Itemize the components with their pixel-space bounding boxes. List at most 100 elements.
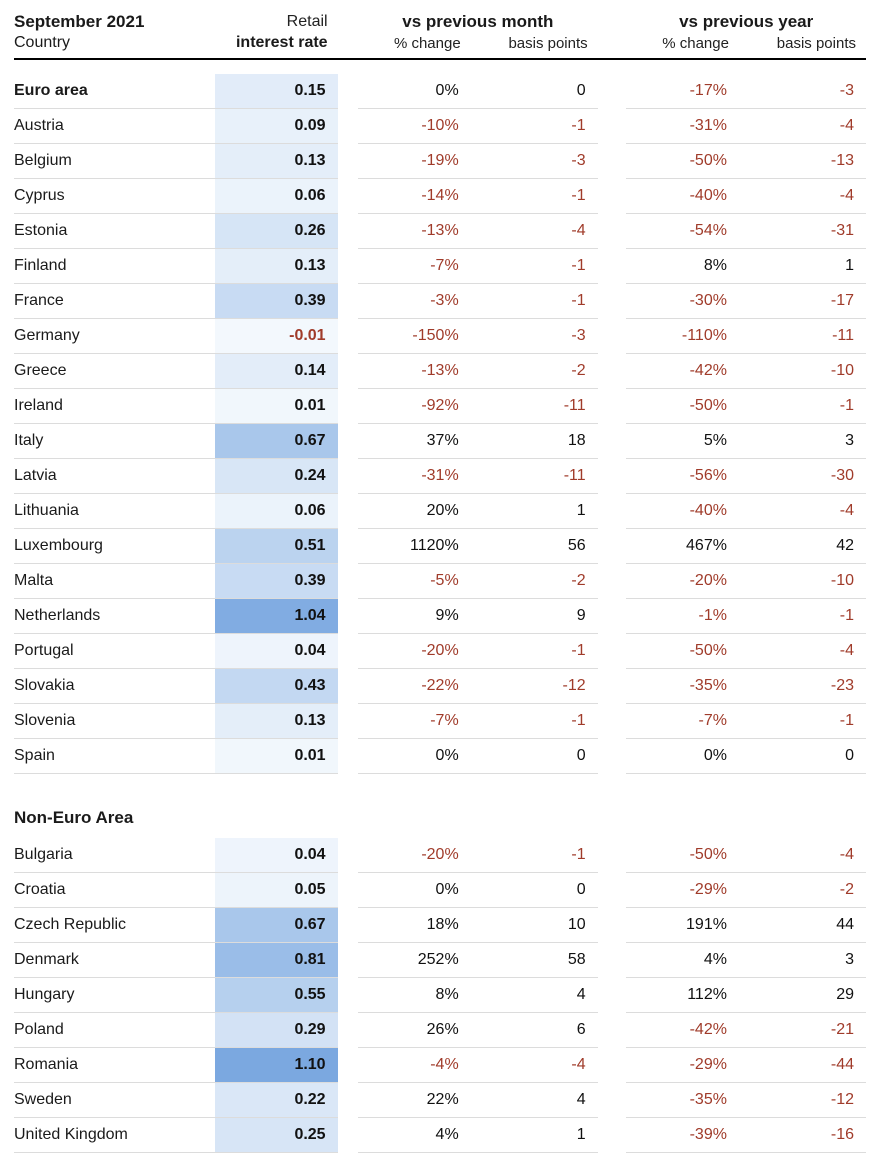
year-pct: -17% [626,74,739,109]
country-name: Belgium [14,144,215,179]
year-pct: 8% [626,249,739,284]
year-bp: -13 [739,144,866,179]
month-bp: -2 [471,354,598,389]
year-pct: 5% [626,424,739,459]
year-bp: 0 [739,739,866,774]
country-name: Sweden [14,1083,215,1118]
month-pct: -10% [358,109,471,144]
country-name: Spain [14,739,215,774]
pct-change-label-m: % change [358,34,471,58]
month-pct: 20% [358,494,471,529]
month-pct: -22% [358,669,471,704]
rate-value: -0.01 [215,319,338,354]
country-name: United Kingdom [14,1118,215,1153]
month-bp: 9 [471,599,598,634]
section-label: Non-Euro Area [14,788,338,838]
country-name: Portugal [14,634,215,669]
table-row: Poland0.2926%6-42%-21 [14,1013,866,1048]
country-name: Ireland [14,389,215,424]
month-bp: 0 [471,739,598,774]
year-pct: -29% [626,1048,739,1083]
month-bp: -4 [471,214,598,249]
year-pct: -110% [626,319,739,354]
month-bp: -2 [471,564,598,599]
country-name: Netherlands [14,599,215,634]
month-bp: -12 [471,669,598,704]
month-pct: -92% [358,389,471,424]
table-row: Slovakia0.43-22%-12-35%-23 [14,669,866,704]
month-bp: 18 [471,424,598,459]
month-bp: -1 [471,634,598,669]
section-label: Euro area [14,74,215,109]
month-bp: 6 [471,1013,598,1048]
vs-month-label: vs previous month [358,12,598,34]
month-pct: 0% [358,739,471,774]
month-pct: 0% [358,74,471,109]
year-pct: -7% [626,704,739,739]
table-row: Netherlands1.049%9-1%-1 [14,599,866,634]
country-name: Romania [14,1048,215,1083]
table-row: Lithuania0.0620%1-40%-4 [14,494,866,529]
year-bp: 3 [739,424,866,459]
month-bp: -11 [471,389,598,424]
rate-value: 1.10 [215,1048,338,1083]
year-pct: -42% [626,354,739,389]
table-row: Cyprus0.06-14%-1-40%-4 [14,179,866,214]
table-row: Luxembourg0.511120%56467%42 [14,529,866,564]
table-row: Belgium0.13-19%-3-50%-13 [14,144,866,179]
country-name: Denmark [14,943,215,978]
year-bp: -3 [739,74,866,109]
year-pct: 191% [626,908,739,943]
rate-value: 0.67 [215,424,338,459]
month-pct: -14% [358,179,471,214]
rate-value: 0.39 [215,284,338,319]
table-row: Sweden0.2222%4-35%-12 [14,1083,866,1118]
month-bp: -1 [471,704,598,739]
month-pct: -20% [358,634,471,669]
month-pct: 0% [358,873,471,908]
month-pct: 9% [358,599,471,634]
month-pct: -7% [358,249,471,284]
table-row: Malta0.39-5%-2-20%-10 [14,564,866,599]
year-bp: -1 [739,389,866,424]
rate-value: 0.04 [215,838,338,873]
table-row: Denmark0.81252%584%3 [14,943,866,978]
year-pct: -40% [626,179,739,214]
country-name: Hungary [14,978,215,1013]
month-pct: 1120% [358,529,471,564]
year-bp: -4 [739,179,866,214]
table-row: Czech Republic0.6718%10191%44 [14,908,866,943]
table-row: Italy0.6737%185%3 [14,424,866,459]
table-row: Ireland0.01-92%-11-50%-1 [14,389,866,424]
year-bp: -1 [739,599,866,634]
basis-points-label-y: basis points [739,34,866,58]
year-bp: -30 [739,459,866,494]
country-name: Poland [14,1013,215,1048]
month-pct: -13% [358,354,471,389]
month-pct: 22% [358,1083,471,1118]
country-name: Luxembourg [14,529,215,564]
rate-value: 0.29 [215,1013,338,1048]
month-bp: -3 [471,144,598,179]
month-pct: -13% [358,214,471,249]
rate-value: 0.22 [215,1083,338,1118]
table-row: Euro area0.150%0-17%-3 [14,74,866,109]
month-pct: -7% [358,704,471,739]
month-bp: 0 [471,74,598,109]
table-row: Romania1.10-4%-4-29%-44 [14,1048,866,1083]
rate-value: 0.06 [215,494,338,529]
table-row: Bulgaria0.04-20%-1-50%-4 [14,838,866,873]
country-name: Cyprus [14,179,215,214]
month-bp: 1 [471,1118,598,1153]
year-pct: 0% [626,739,739,774]
country-name: Slovakia [14,669,215,704]
rate-value: 0.25 [215,1118,338,1153]
rate-value: 0.13 [215,249,338,284]
rate-value: 0.43 [215,669,338,704]
year-pct: -50% [626,389,739,424]
year-pct: -50% [626,634,739,669]
year-bp: 1 [739,249,866,284]
year-bp: -2 [739,873,866,908]
year-bp: 42 [739,529,866,564]
country-name: Czech Republic [14,908,215,943]
